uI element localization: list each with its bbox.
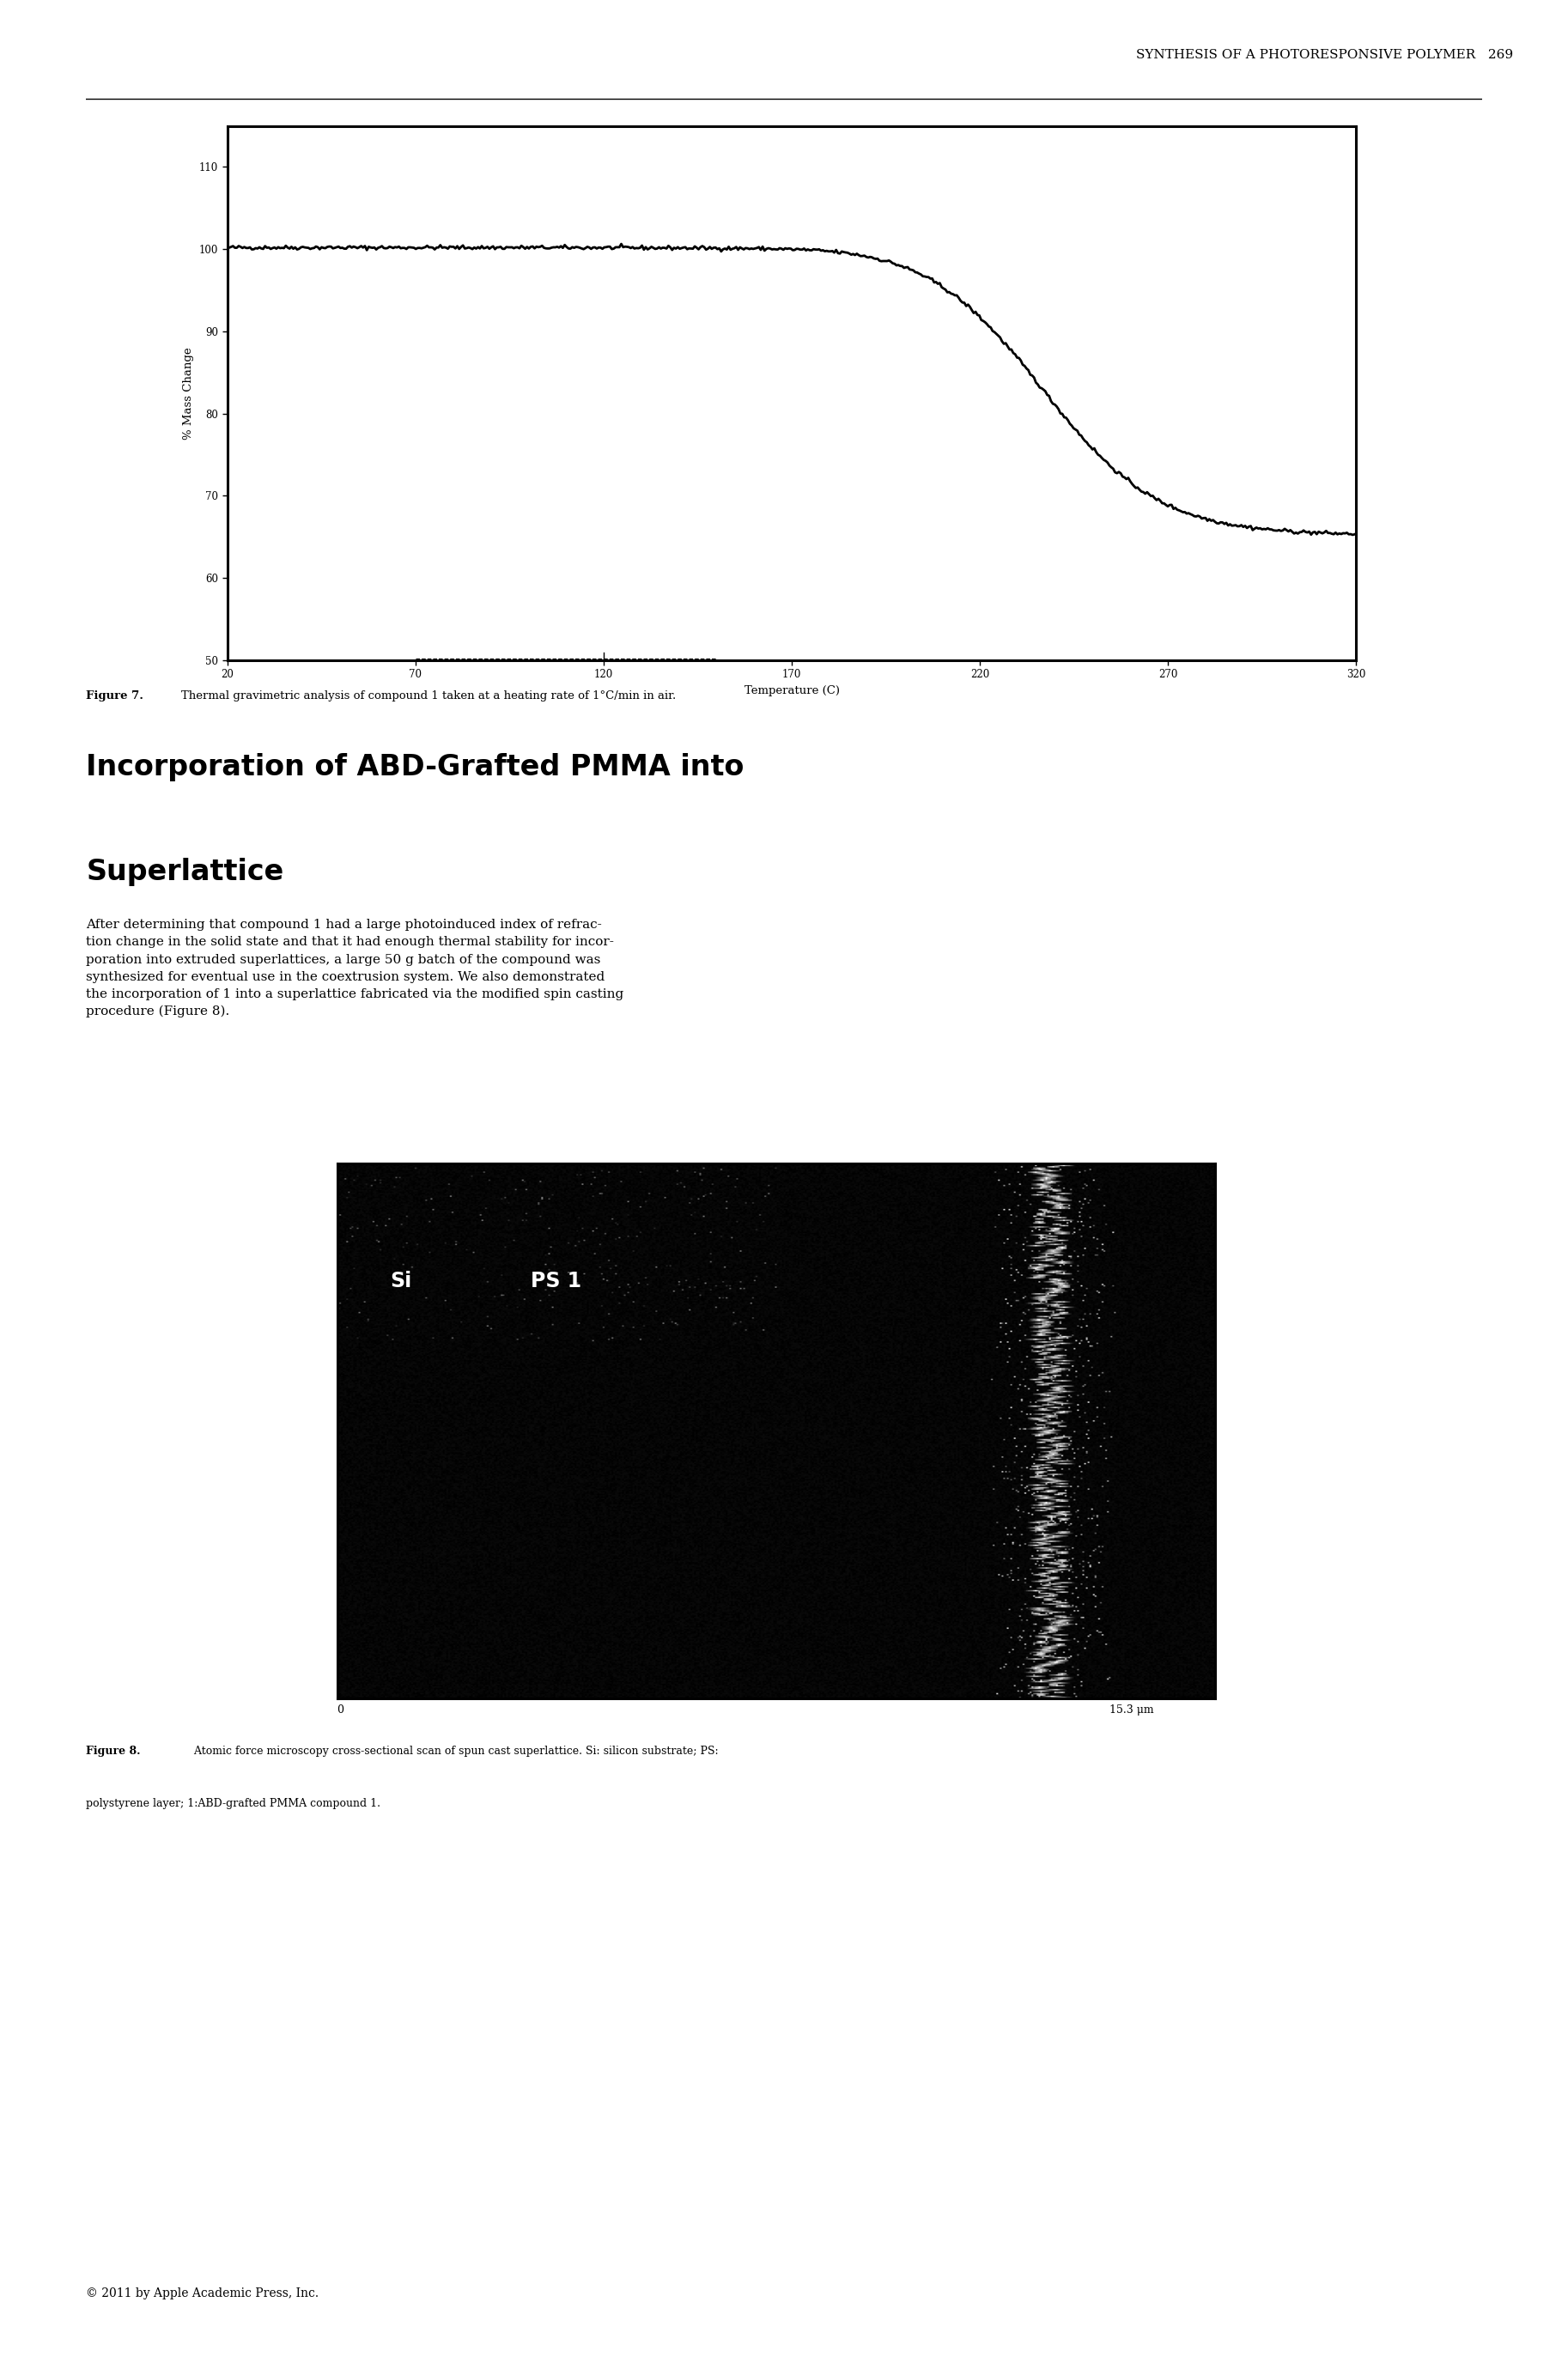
Text: Figure 8.: Figure 8. xyxy=(86,1746,141,1758)
Text: 15.3 μm: 15.3 μm xyxy=(1110,1705,1154,1715)
Text: After determining that compound 1 had a large photoinduced index of refrac-
tion: After determining that compound 1 had a … xyxy=(86,919,624,1019)
Text: SYNTHESIS OF A PHOTORESPONSIVE POLYMER   269: SYNTHESIS OF A PHOTORESPONSIVE POLYMER 2… xyxy=(1137,48,1513,62)
Text: Thermal gravimetric analysis of compound 1 taken at a heating rate of 1°C/min in: Thermal gravimetric analysis of compound… xyxy=(182,691,676,701)
Y-axis label: % Mass Change: % Mass Change xyxy=(183,347,194,439)
Text: Superlattice: Superlattice xyxy=(86,857,284,886)
Text: Figure 7.: Figure 7. xyxy=(86,691,144,701)
Text: PS 1: PS 1 xyxy=(530,1271,582,1292)
Text: Si: Si xyxy=(390,1271,411,1292)
Text: 0: 0 xyxy=(337,1705,343,1715)
Text: Atomic force microscopy cross-sectional scan of spun cast superlattice. Si: sili: Atomic force microscopy cross-sectional … xyxy=(191,1746,718,1758)
Text: Incorporation of ABD-Grafted PMMA into: Incorporation of ABD-Grafted PMMA into xyxy=(86,753,745,781)
Text: © 2011 by Apple Academic Press, Inc.: © 2011 by Apple Academic Press, Inc. xyxy=(86,2287,318,2299)
Text: polystyrene layer; 1:ABD-grafted PMMA compound 1.: polystyrene layer; 1:ABD-grafted PMMA co… xyxy=(86,1798,381,1810)
X-axis label: Temperature (C): Temperature (C) xyxy=(745,684,839,696)
